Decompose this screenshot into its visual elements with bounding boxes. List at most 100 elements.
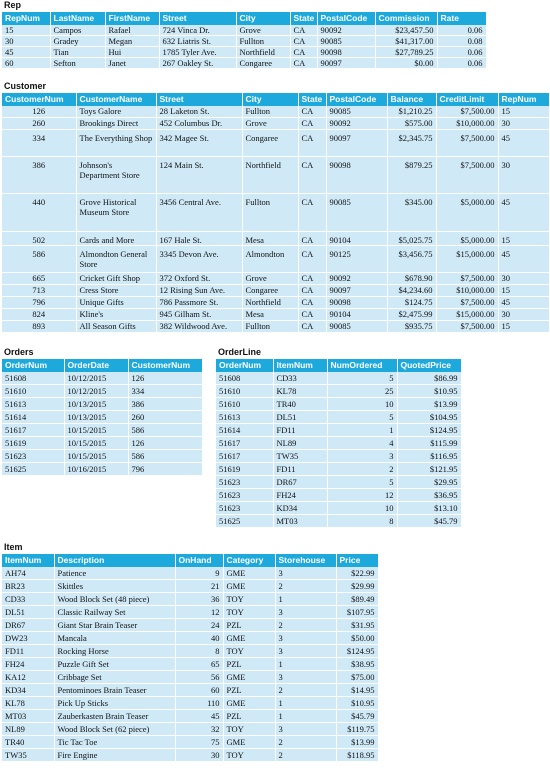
table-cell: 796 [128,462,203,476]
table-cell: 15 [498,106,550,118]
table-cell: 267 Oakley St. [159,57,237,69]
table-cell: 2 [275,618,337,632]
column-header: CreditLimit [436,93,499,106]
table-cell: CA [290,25,318,36]
table-row: 51608 10/12/2015 126 [2,372,203,385]
table-cell: $345.00 [387,193,437,232]
table-cell: PZL [223,657,276,671]
table-row: 51610 TR40 10 $13.99 [216,397,462,411]
table-cell: 10/12/2015 [64,372,129,385]
table-cell: $935.75 [387,320,437,333]
table-cell: $29.95 [397,475,462,489]
table-cell: 586 [128,449,203,463]
table-cell: Unique Gifts [76,296,157,309]
table-cell: GME [223,631,276,645]
table-cell: 632 Liatris St. [159,35,237,47]
table-cell: FD11 [2,644,55,658]
table-row: DW23 Mancala 40 GME 3 $50.00 [2,631,379,645]
table-cell: Wood Block Set (48 piece) [54,592,176,606]
table-cell: 3 [275,670,337,684]
table-cell: TW35 [2,748,55,762]
header-row: OrderNum ItemNum NumOrdered QuotedPrice [216,359,462,372]
table-cell: 3 [275,567,337,580]
table-row: 51623 KD34 10 $13.10 [216,501,462,515]
table-cell: $7,500.00 [436,129,499,157]
table-cell: CA [290,35,318,47]
table-cell: 51614 [216,423,274,437]
table-row: 45 Tian Hui 1785 Tyler Ave. Northfield CA 9009… [2,46,487,58]
table-cell: 30 [498,117,550,130]
table-cell: $7,500.00 [436,320,499,333]
table-cell: $121.95 [397,462,462,476]
table-cell: 12 [175,605,224,619]
table-cell: FD11 [273,462,328,476]
table-cell: 440 [2,193,77,232]
table-row: 440 Grove Historical Museum Store 3456 Cen… [2,193,550,232]
table-cell: 90097 [326,284,388,297]
table-cell: 1 [275,657,337,671]
table-cell: 893 [2,320,77,333]
table-row: 893 All Season Gifts 382 Wildwood Ave. Full… [2,320,550,333]
table-cell: Fullton [242,106,299,118]
table-cell: $22.99 [336,567,379,580]
table-cell: 21 [175,579,224,593]
table-cell: 10 [327,397,398,411]
table-row: 51614 10/13/2015 260 [2,410,203,424]
table-cell: 10/15/2015 [64,423,129,437]
table-row: 51617 TW35 3 $116.95 [216,449,462,463]
table-cell: CA [298,272,327,285]
table-cell: 3 [327,449,398,463]
table-cell: 15 [2,25,51,36]
table-cell: 8 [175,644,224,658]
table-cell: CA [298,193,327,232]
table-cell: 665 [2,272,77,285]
table-cell: Pentominoes Brain Teaser [54,683,176,697]
table-cell: 90085 [326,320,388,333]
table-row: 51623 DR67 5 $29.95 [216,475,462,489]
table-cell: $7,500.00 [436,156,499,194]
table-row: 824 Kline's 945 Gilham St. Mesa CA 90104 $2,47… [2,308,550,321]
table-cell: $5,025.75 [387,231,437,246]
table-cell: $0.00 [375,57,438,69]
table-cell: 90085 [326,193,388,232]
table-row: AH74 Patience 9 GME 3 $22.99 [2,567,379,580]
table-cell: 15 [498,320,550,333]
column-header: City [236,12,291,25]
table-cell: 51608 [216,372,274,385]
table-cell: 30 [498,308,550,321]
table-cell: 32 [175,722,224,736]
table-cell: $1,210.25 [387,106,437,118]
column-header: Category [223,554,276,567]
table-cell: DL51 [273,410,328,424]
table-cell: 334 [128,384,203,398]
table-cell: $10.95 [336,696,379,710]
table-row: TW35 Fire Engine 30 TOY 2 $118.95 [2,748,379,762]
table-cell: 10/16/2015 [64,462,129,476]
table-row: 586 Almondton General Store 3345 Devon Ave… [2,245,550,273]
table-cell: 60 [2,57,51,69]
table-cell: $124.95 [397,423,462,437]
table-cell: 502 [2,231,77,246]
table-cell: Hui [105,46,160,58]
orderline-table: OrderNum ItemNum NumOrdered QuotedPrice 5160… [216,359,462,528]
table-cell: 90098 [326,156,388,194]
table-row: 51613 10/13/2015 386 [2,397,203,411]
table-cell: KD34 [273,501,328,515]
table-cell: 45 [498,245,550,273]
table-cell: Megan [105,35,160,47]
table-cell: $118.95 [336,748,379,762]
table-row: 51625 MT03 8 $45.79 [216,514,462,528]
table-cell: 260 [128,410,203,424]
table-cell: 126 [2,106,77,118]
table-cell: Fullton [236,35,291,47]
column-header: NumOrdered [327,359,398,372]
table-cell: Puzzle Gift Set [54,657,176,671]
table-cell: Wood Block Set (62 piece) [54,722,176,736]
table-cell: FD11 [273,423,328,437]
table-cell: $7,500.00 [436,296,499,309]
table-cell: 10/13/2015 [64,397,129,411]
table-cell: 51623 [216,501,274,515]
table-cell: 3 [275,644,337,658]
table-row: 51617 10/15/2015 586 [2,423,203,437]
table-cell: 90125 [326,245,388,273]
